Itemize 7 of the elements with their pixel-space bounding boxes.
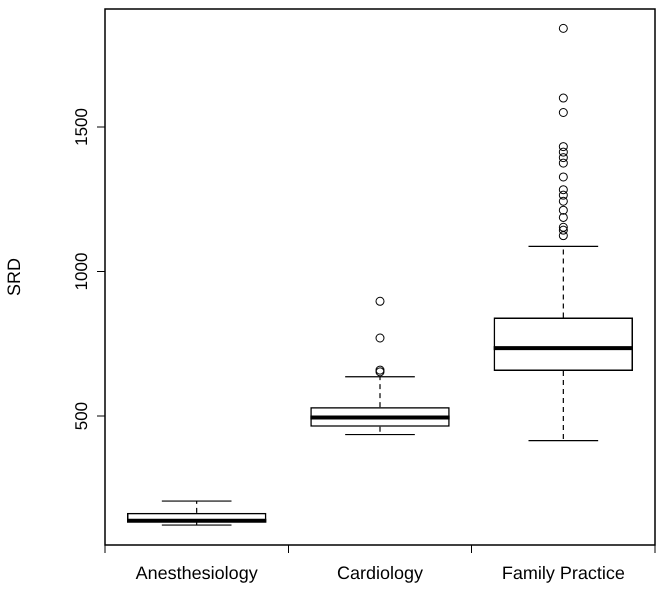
- x-tick-label: Family Practice: [502, 562, 625, 583]
- x-tick-label: Anesthesiology: [136, 562, 258, 583]
- y-tick-label: 1000: [72, 252, 92, 290]
- y-tick-label: 1500: [72, 108, 92, 146]
- x-tick-label: Cardiology: [336, 562, 424, 583]
- y-axis-title: SRD: [4, 258, 24, 296]
- y-tick-label: 500: [72, 402, 92, 430]
